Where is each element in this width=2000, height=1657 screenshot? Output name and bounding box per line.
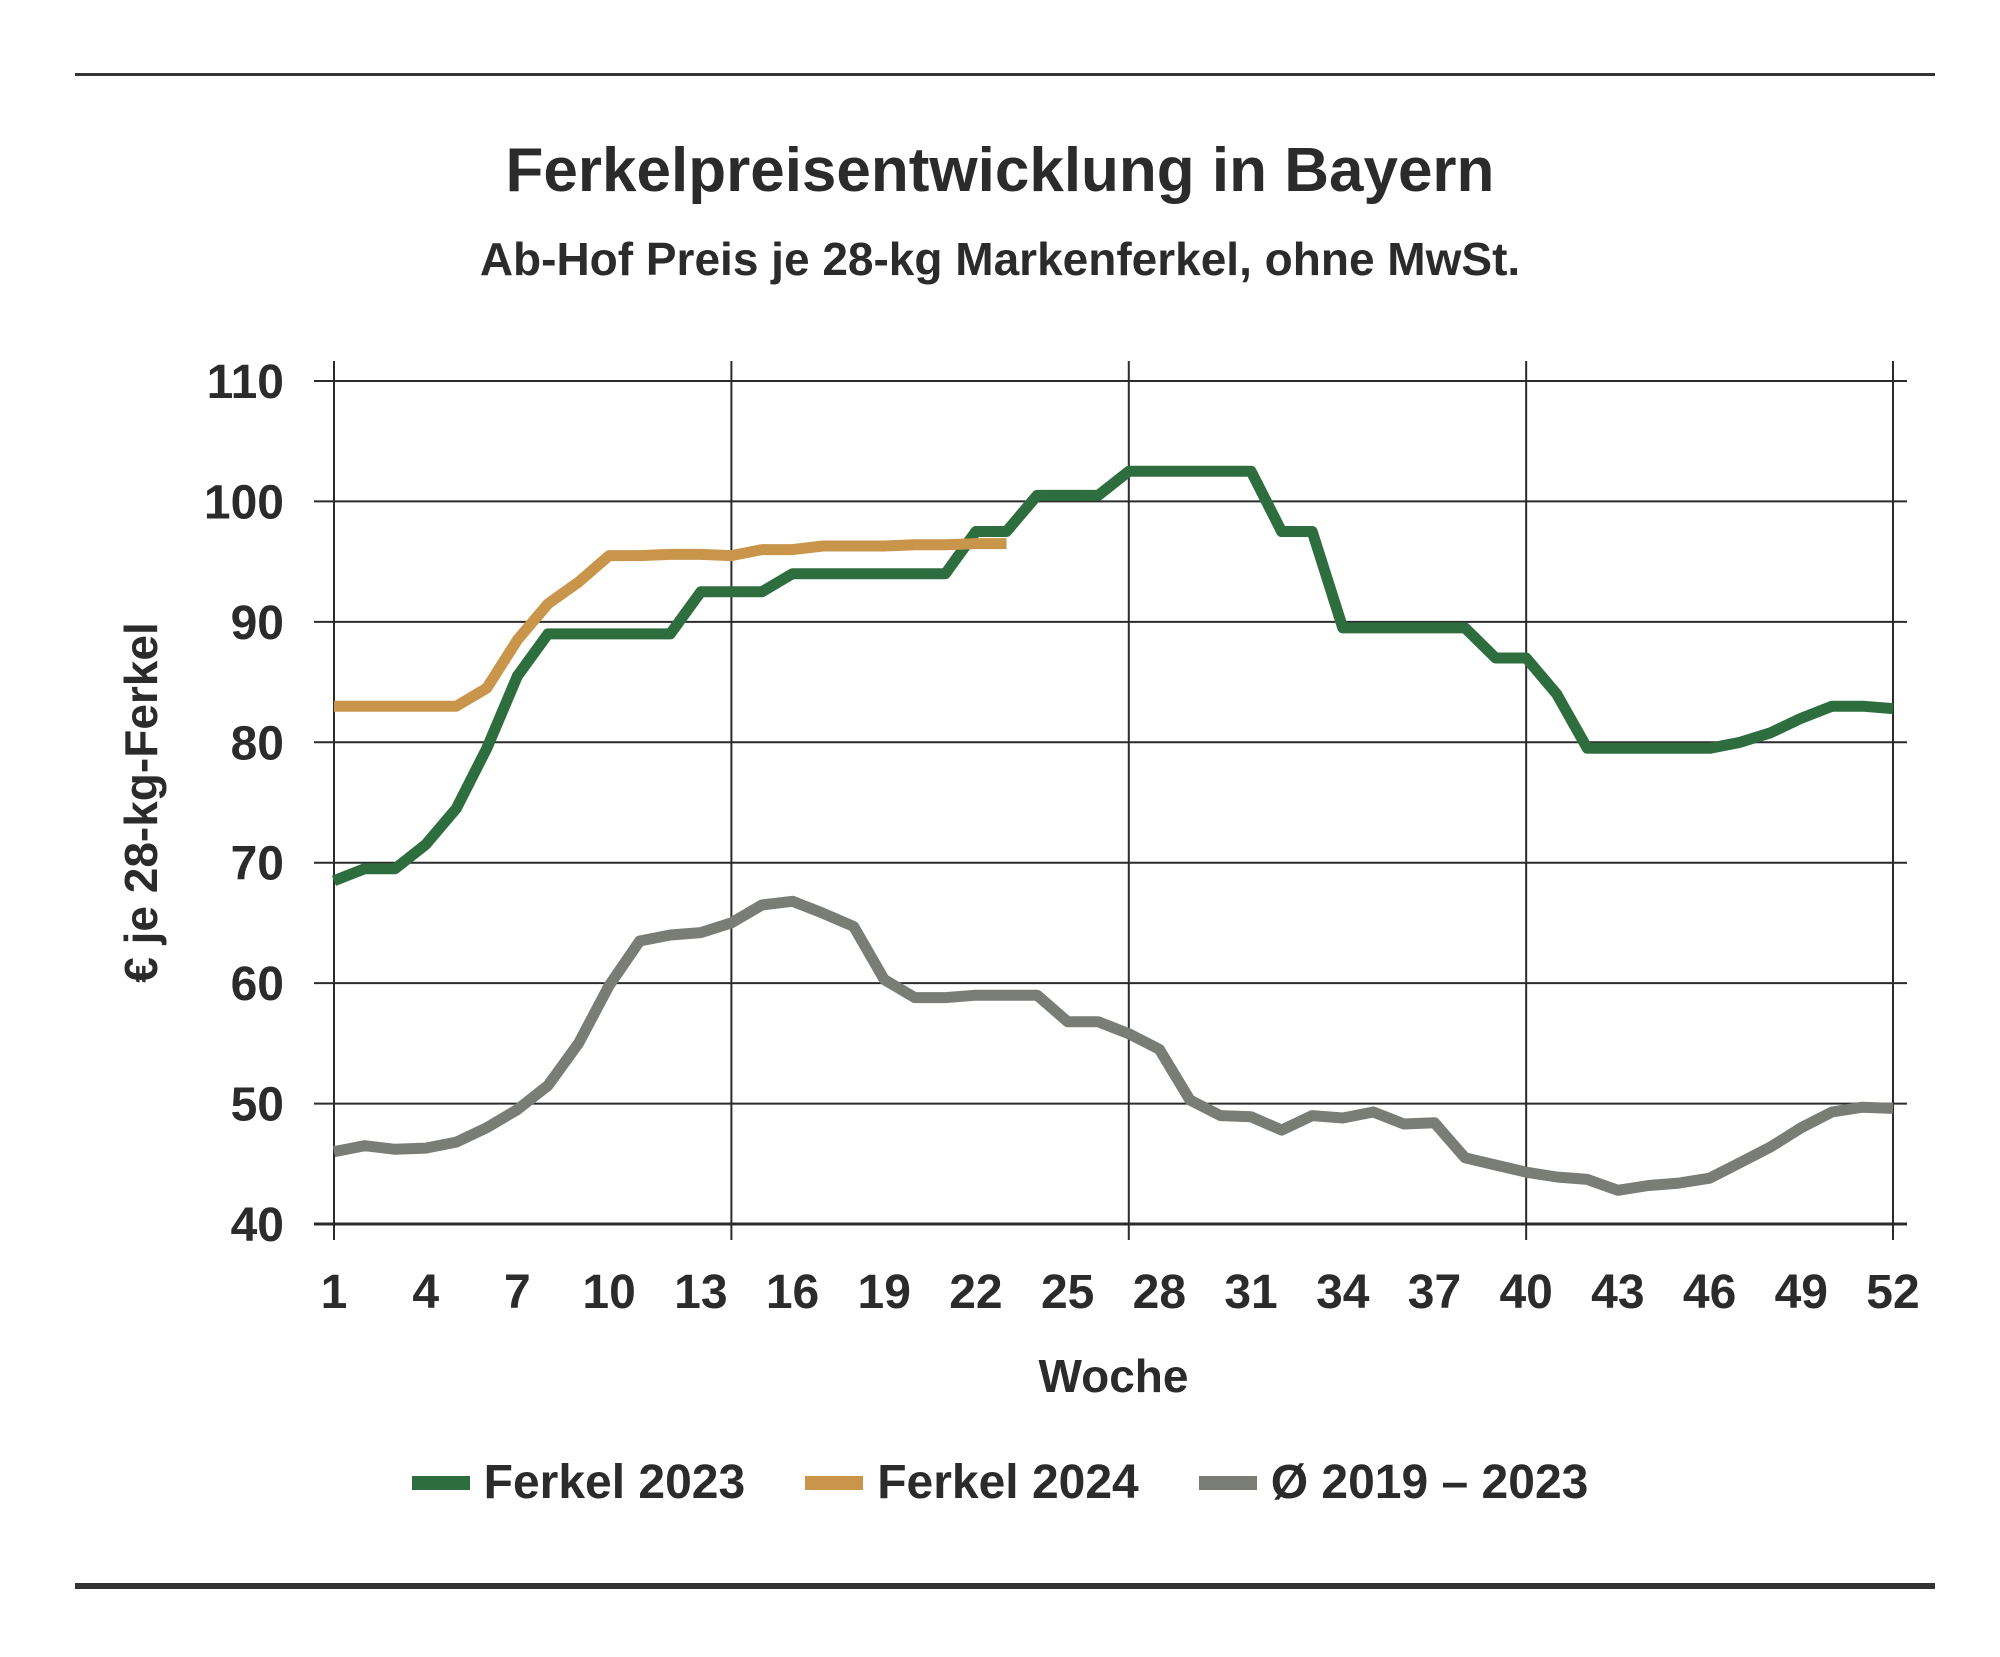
x-tick-label: 13: [674, 1266, 727, 1319]
legend-swatch-ferkel-2024: [805, 1475, 864, 1490]
x-tick-label: 34: [1316, 1266, 1370, 1319]
x-tick-label: 16: [766, 1266, 819, 1319]
x-tick-label: 7: [504, 1266, 531, 1319]
x-tick-label: 31: [1224, 1266, 1277, 1319]
tick-labels: 110 100 90 80 70 60 50 40 1 4 7 10 13 16 19 22 25 28 31 34 3…: [204, 356, 1920, 1319]
legend-item-ferkel-2023: Ferkel 2023: [411, 1455, 746, 1510]
x-tick-label: 1: [321, 1266, 348, 1319]
y-axis-label: € je 28-kg-Ferkel: [115, 622, 167, 983]
bottom-rule: [75, 1583, 1935, 1589]
series-lines: [331, 465, 1894, 1196]
legend-label-ferkel-2024: Ferkel 2024: [877, 1456, 1139, 1509]
series-line-2: [332, 895, 1894, 1196]
y-tick-label: 50: [231, 1079, 284, 1132]
legend: Ferkel 2023 Ferkel 2024 Ø 2019 – 2023: [0, 1455, 2000, 1510]
y-tick-label: 40: [231, 1199, 284, 1252]
x-tick-label: 52: [1866, 1266, 1919, 1319]
y-tick-label: 110: [207, 356, 284, 409]
series-line-0: [331, 465, 1894, 886]
y-tick-label: 60: [231, 958, 284, 1011]
x-tick-label: 4: [412, 1266, 439, 1319]
chart-subtitle: Ab-Hof Preis je 28-kg Markenferkel, ohne…: [479, 233, 1521, 285]
x-tick-label: 25: [1041, 1266, 1094, 1319]
x-tick-label: 46: [1683, 1266, 1736, 1319]
legend-item-ferkel-2024: Ferkel 2024: [805, 1455, 1139, 1510]
x-tick-label: 49: [1775, 1266, 1828, 1319]
series-line-1: [334, 538, 1007, 712]
chart-title: Ferkelpreisentwicklung in Bayern: [505, 136, 1495, 205]
y-tick-label: 70: [231, 838, 284, 891]
grid: [314, 361, 1907, 1240]
legend-item-average: Ø 2019 – 2023: [1198, 1455, 1589, 1510]
x-tick-label: 43: [1591, 1266, 1644, 1319]
x-tick-label: 40: [1499, 1266, 1552, 1319]
y-tick-label: 90: [231, 597, 284, 650]
legend-label-ferkel-2023: Ferkel 2023: [483, 1456, 746, 1509]
x-tick-label: 37: [1408, 1266, 1461, 1319]
legend-label-average: Ø 2019 – 2023: [1270, 1456, 1589, 1509]
x-tick-label: 10: [582, 1266, 635, 1319]
y-tick-label: 80: [231, 717, 284, 770]
y-tick-label: 100: [204, 476, 284, 529]
x-axis-label: Woche: [1039, 1350, 1189, 1402]
legend-swatch-average: [1198, 1475, 1257, 1490]
x-tick-label: 19: [858, 1266, 911, 1319]
legend-swatch-ferkel-2023: [411, 1475, 470, 1490]
x-tick-label: 28: [1133, 1266, 1186, 1319]
top-rule: [75, 73, 1935, 76]
x-tick-label: 22: [949, 1266, 1002, 1319]
